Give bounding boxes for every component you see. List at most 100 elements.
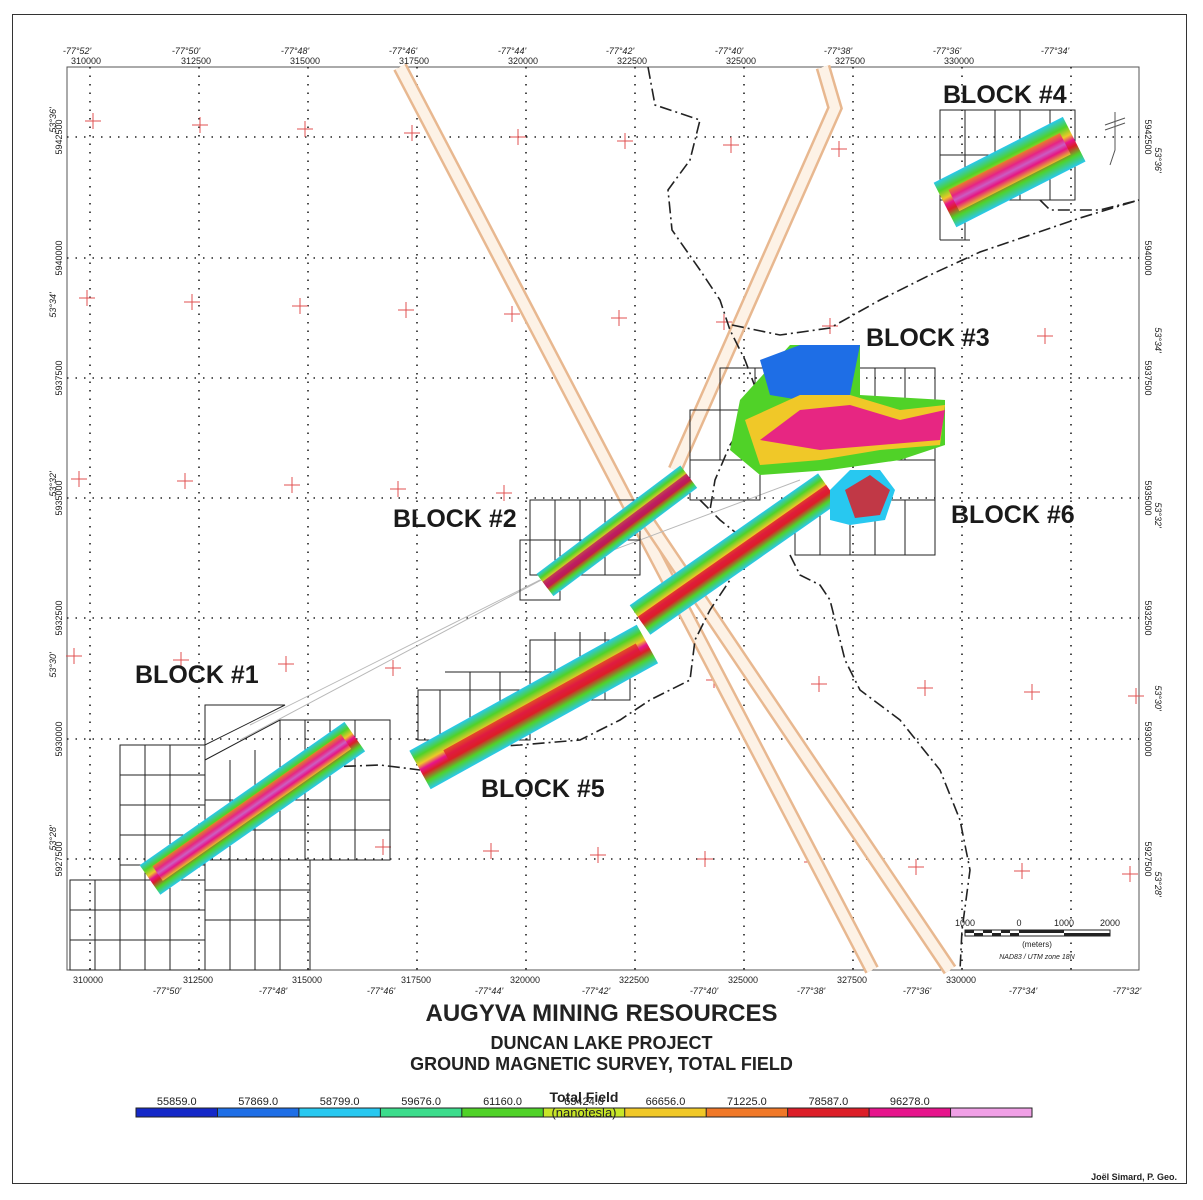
longitude-label-top: -77°42' xyxy=(606,46,635,56)
legend-outline xyxy=(135,1107,1033,1118)
title-survey: GROUND MAGNETIC SURVEY, TOTAL FIELD xyxy=(410,1054,793,1074)
latitude-label-left: 53°30' xyxy=(48,652,58,678)
latitude-label-right: 53°34' xyxy=(1153,327,1163,353)
anomaly-block-3 xyxy=(730,345,945,475)
longitude-label-bottom: -77°48' xyxy=(259,986,288,996)
northing-label-left: 5942500 xyxy=(54,119,64,154)
scale-tick-label: 2000 xyxy=(1100,918,1120,928)
block-label-5: BLOCK #5 xyxy=(481,775,605,803)
northing-label-left: 5930000 xyxy=(54,721,64,756)
anomaly-block-5b xyxy=(629,473,839,635)
legend-value: 96278.0 xyxy=(890,1096,930,1108)
longitude-label-bottom: -77°34' xyxy=(1009,986,1038,996)
legend-unit: (nanotesla) xyxy=(551,1105,617,1120)
anomaly-block-2 xyxy=(536,465,698,597)
legend-swatch xyxy=(298,1108,381,1117)
easting-label-bottom: 312500 xyxy=(183,975,213,985)
easting-label-top: 317500 xyxy=(399,56,429,66)
longitude-label-top: -77°48' xyxy=(281,46,310,56)
northing-label-left: 5927500 xyxy=(54,841,64,876)
northing-label-left: 5932500 xyxy=(54,600,64,635)
sheet-frame xyxy=(12,14,1187,1184)
anomaly-block-5 xyxy=(409,624,659,790)
longitude-label-top: -77°46' xyxy=(389,46,418,56)
easting-label-bottom: 317500 xyxy=(401,975,431,985)
legend-colorbar xyxy=(135,1107,1033,1118)
block-label-6: BLOCK #6 xyxy=(951,501,1075,529)
block-label-4: BLOCK #4 xyxy=(943,81,1067,109)
latitude-label-right: 53°36' xyxy=(1153,147,1163,173)
block-label-3: BLOCK #3 xyxy=(866,324,990,352)
legend-swatch xyxy=(543,1108,626,1117)
latitude-label-right: 53°32' xyxy=(1153,502,1163,528)
northing-label-right: 5935000 xyxy=(1143,480,1153,515)
latitude-label-left: 53°36' xyxy=(48,107,58,133)
longitude-label-top: -77°34' xyxy=(1041,46,1070,56)
legend-swatch xyxy=(787,1108,870,1117)
latitude-label-right: 53°30' xyxy=(1153,685,1163,711)
easting-label-bottom: 325000 xyxy=(728,975,758,985)
legend-value: 61160.0 xyxy=(483,1096,522,1108)
legend-value: 55859.0 xyxy=(157,1096,197,1108)
legend-swatch xyxy=(380,1108,463,1117)
north-mark xyxy=(1104,112,1126,166)
legend-swatch xyxy=(217,1108,300,1117)
easting-label-top: 310000 xyxy=(71,56,101,66)
easting-label-bottom: 320000 xyxy=(510,975,540,985)
northing-label-left: 5935000 xyxy=(54,480,64,515)
easting-label-top: 327500 xyxy=(835,56,865,66)
legend-value: 57869.0 xyxy=(238,1096,278,1108)
title-company: AUGYVA MINING RESOURCES xyxy=(425,1000,778,1027)
longitude-label-top: -77°50' xyxy=(172,46,201,56)
easting-label-top: 330000 xyxy=(944,56,974,66)
longitude-label-bottom: -77°32' xyxy=(1113,986,1142,996)
longitude-label-bottom: -77°46' xyxy=(367,986,396,996)
easting-label-top: 312500 xyxy=(181,56,211,66)
easting-label-bottom: 322500 xyxy=(619,975,649,985)
northing-label-right: 5937500 xyxy=(1143,360,1153,395)
block-label-2: BLOCK #2 xyxy=(393,505,517,533)
legend-swatch xyxy=(869,1108,952,1117)
scale-unit: (meters) xyxy=(1022,940,1052,949)
northing-label-right: 5930000 xyxy=(1143,721,1153,756)
longitude-label-bottom: -77°42' xyxy=(582,986,611,996)
easting-label-bottom: 327500 xyxy=(837,975,867,985)
anomaly-block-4 xyxy=(933,116,1086,228)
latitude-label-left: 53°32' xyxy=(48,471,58,497)
easting-label-bottom: 315000 xyxy=(292,975,322,985)
legend-value: 78587.0 xyxy=(808,1096,848,1108)
northing-label-right: 5940000 xyxy=(1143,240,1153,275)
easting-label-top: 315000 xyxy=(290,56,320,66)
latlong-crosses xyxy=(66,113,1144,882)
scale-labels: 1000 0 1000 2000 (meters) NAD83 / UTM zone 18… xyxy=(955,918,1120,961)
longitude-label-bottom: -77°40' xyxy=(690,986,719,996)
longitude-label-bottom: -77°38' xyxy=(797,986,826,996)
easting-label-top: 325000 xyxy=(726,56,756,66)
longitude-label-bottom: -77°50' xyxy=(153,986,182,996)
scale-tick-label: 1000 xyxy=(955,918,975,928)
northing-label-left: 5940000 xyxy=(54,240,64,275)
legend-value: 63424.0 xyxy=(564,1096,604,1108)
northing-label-right: 5942500 xyxy=(1143,119,1153,154)
scale-bar xyxy=(964,929,1111,937)
longitude-label-top: -77°38' xyxy=(824,46,853,56)
northing-label-right: 5932500 xyxy=(1143,600,1153,635)
latitude-label-left: 53°28' xyxy=(48,825,58,851)
utm-grid xyxy=(67,67,1139,970)
longitude-label-top: -77°36' xyxy=(933,46,962,56)
title-project: DUNCAN LAKE PROJECT xyxy=(490,1033,713,1053)
scale-tick-label: 1000 xyxy=(1054,918,1074,928)
easting-label-top: 320000 xyxy=(508,56,538,66)
longitude-label-top: -77°40' xyxy=(715,46,744,56)
latitude-label-right: 53°28' xyxy=(1153,871,1163,897)
longitude-label-top: -77°52' xyxy=(63,46,92,56)
anomaly-block-6 xyxy=(830,470,895,525)
author-credit: Joël Simard, P. Geo. xyxy=(1091,1172,1177,1182)
anomaly-block-1 xyxy=(139,721,366,895)
legend-labels: 55859.0 57869.0 58799.0 59676.0 61160.0 63424… xyxy=(157,1096,930,1108)
block-labels: BLOCK #1 BLOCK #2 BLOCK #3 BLOCK #4 BLOC… xyxy=(135,81,1075,803)
scale-tick-label: 0 xyxy=(1016,918,1021,928)
northing-label-right: 5927500 xyxy=(1143,841,1153,876)
legend-value: 71225.0 xyxy=(727,1096,767,1108)
